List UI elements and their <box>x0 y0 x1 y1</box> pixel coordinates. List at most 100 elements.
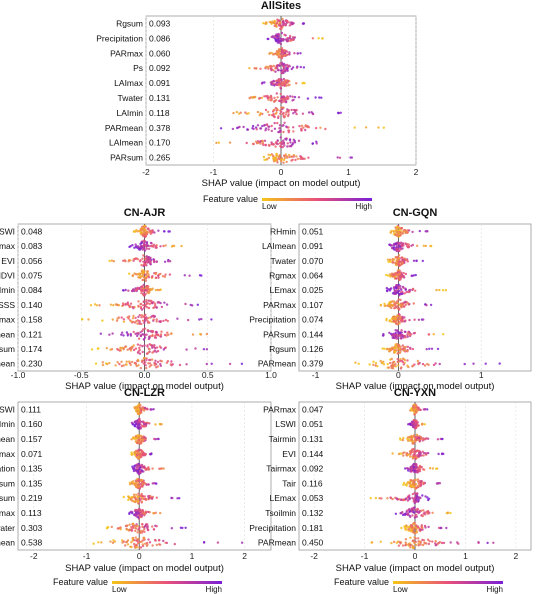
shap-point <box>414 289 417 292</box>
shap-point <box>202 348 206 351</box>
feature-importance: 0.025 <box>302 285 324 295</box>
shap-point <box>264 95 268 98</box>
shap-point <box>418 229 421 233</box>
shap-point <box>126 301 129 304</box>
shap-point <box>139 529 142 532</box>
feature-row-laimin: LAImin 0.118 <box>117 106 342 120</box>
shap-point <box>143 344 146 347</box>
shap-point <box>391 304 394 308</box>
shap-point <box>280 143 283 146</box>
shap-point <box>275 159 279 162</box>
feature-row-twater: Twater 0.303 <box>0 522 187 535</box>
shap-point <box>415 486 418 489</box>
shap-point <box>406 359 409 362</box>
shap-point <box>398 278 401 282</box>
shap-point <box>148 289 152 292</box>
shap-point <box>147 299 150 302</box>
shap-point <box>396 234 400 238</box>
shap-point <box>414 273 417 277</box>
shap-point <box>389 496 392 499</box>
feature-importance: 0.158 <box>21 315 43 325</box>
shap-point <box>403 301 406 304</box>
shap-point <box>270 141 273 144</box>
feature-importance: 0.132 <box>302 508 324 518</box>
shap-point <box>148 348 151 351</box>
shap-point <box>146 227 149 230</box>
shap-point <box>290 155 293 158</box>
shap-point <box>151 229 154 232</box>
shap-point <box>398 437 402 440</box>
shap-point <box>413 413 416 416</box>
shap-point <box>281 55 284 58</box>
shap-point <box>147 351 150 354</box>
legend-colorbar <box>112 581 222 584</box>
shap-point <box>155 330 158 334</box>
shap-point <box>324 127 327 131</box>
shap-point <box>415 463 418 466</box>
shap-point <box>136 495 140 499</box>
shap-point <box>400 230 403 233</box>
shap-point <box>410 438 414 442</box>
shap-point <box>169 363 173 366</box>
shap-point <box>423 451 426 455</box>
shap-point <box>303 157 306 160</box>
shap-point <box>402 230 406 233</box>
shap-point <box>154 334 157 337</box>
shap-point <box>276 142 279 146</box>
feature-row-rgsum: Rgsum 0.126 <box>269 343 440 355</box>
shap-point <box>178 363 182 367</box>
shap-point <box>154 272 157 276</box>
feature-row-parmax: PARmax 0.107 <box>263 298 433 311</box>
shap-point <box>423 364 427 367</box>
shap-point <box>133 453 136 456</box>
feature-importance: 0.051 <box>302 419 324 429</box>
shap-point <box>416 480 420 483</box>
shap-point <box>152 314 155 317</box>
shap-point <box>142 254 145 257</box>
shap-point <box>274 67 277 70</box>
shap-point <box>139 366 142 370</box>
feature-row-laimean: LAImean 0.121 <box>0 327 209 341</box>
shap-point <box>280 158 283 161</box>
shap-point <box>411 230 414 234</box>
feature-row-ndvi: NDVI 0.075 <box>0 269 203 282</box>
shap-point <box>278 56 282 59</box>
shap-point <box>127 529 130 532</box>
shap-point <box>408 333 411 336</box>
shap-point <box>291 143 294 146</box>
shap-point <box>403 451 406 454</box>
shap-point <box>81 318 84 321</box>
shap-point <box>136 516 140 519</box>
shap-point <box>414 466 418 469</box>
shap-point <box>144 525 147 528</box>
shap-point <box>165 303 169 306</box>
shap-point <box>400 452 403 455</box>
shap-point <box>261 139 264 143</box>
shap-point <box>137 410 141 413</box>
shap-point <box>284 137 287 141</box>
shap-point <box>300 157 303 161</box>
shap-point <box>144 542 147 545</box>
shap-point <box>136 511 140 514</box>
shap-point <box>272 143 275 146</box>
shap-point <box>408 494 411 497</box>
shap-point <box>141 278 144 282</box>
feature-name: PARsum <box>0 344 15 354</box>
shap-point <box>144 224 147 228</box>
shap-point <box>297 139 301 142</box>
shap-point <box>142 283 145 287</box>
shap-point <box>418 453 422 456</box>
shap-point <box>141 229 144 232</box>
shap-point <box>404 467 407 470</box>
shap-point <box>215 141 218 145</box>
shap-point <box>393 258 396 261</box>
shap-point <box>137 492 140 495</box>
shap-point <box>191 333 195 336</box>
shap-point <box>399 315 402 319</box>
shap-point <box>282 130 285 134</box>
shap-point <box>302 126 305 129</box>
shap-point <box>130 345 134 349</box>
shap-point <box>290 67 293 71</box>
shap-point <box>411 347 415 351</box>
feature-name: Rgsum <box>116 18 143 28</box>
